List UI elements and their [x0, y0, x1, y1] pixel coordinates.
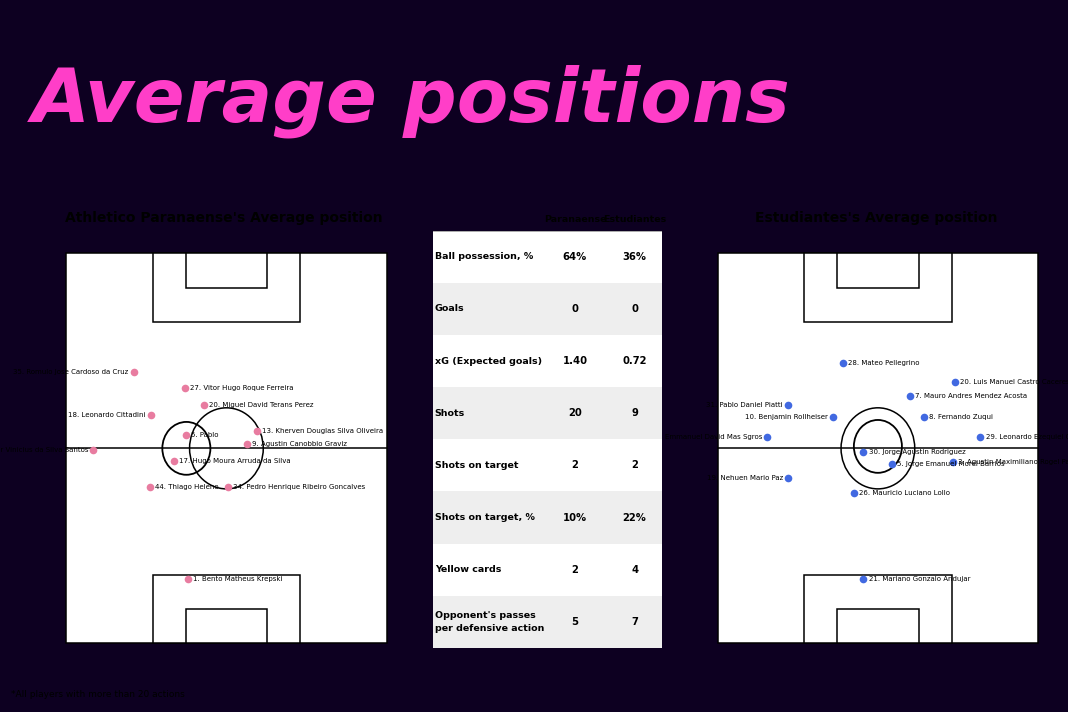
Text: 30. Jorge Agustin Rodriguez: 30. Jorge Agustin Rodriguez — [868, 449, 965, 455]
Text: per defensive action: per defensive action — [435, 624, 545, 632]
Text: 29. Leonardo Ezequiel Godoy: 29. Leonardo Ezequiel Godoy — [986, 434, 1068, 439]
Bar — [718, 253, 1038, 644]
Text: Estudiantes's Average position: Estudiantes's Average position — [754, 211, 998, 225]
Text: 18. Leonardo Cittadini: 18. Leonardo Cittadini — [68, 412, 146, 418]
Text: 26. Mauricio Luciano Lollo: 26. Mauricio Luciano Lollo — [859, 490, 951, 496]
Text: 7. Mauro Andres Mendez Acosta: 7. Mauro Andres Mendez Acosta — [915, 393, 1027, 399]
Text: 1.40: 1.40 — [563, 356, 587, 366]
Text: 9: 9 — [631, 408, 638, 418]
Text: 1. Bento Matheus Krepski: 1. Bento Matheus Krepski — [193, 576, 283, 582]
Bar — [433, 335, 662, 387]
Text: Ball possession, %: Ball possession, % — [435, 252, 533, 261]
Text: 6. Emmanuel David Mas Sgros: 6. Emmanuel David Mas Sgros — [656, 434, 763, 439]
Bar — [433, 387, 662, 439]
Bar — [433, 439, 662, 491]
Text: 36%: 36% — [623, 252, 646, 262]
Text: Paranaense: Paranaense — [544, 215, 607, 224]
Text: 0.72: 0.72 — [623, 356, 647, 366]
Text: 5. Pablo: 5. Pablo — [191, 431, 219, 438]
Bar — [186, 253, 267, 288]
Text: Shots on target, %: Shots on target, % — [435, 513, 535, 522]
Text: Estudiantes: Estudiantes — [603, 215, 666, 224]
Text: 10%: 10% — [563, 513, 587, 523]
Text: Athletico Paranaense's Average position: Athletico Paranaense's Average position — [65, 211, 383, 225]
Bar — [804, 253, 952, 322]
Text: *All players with more than 20 actions: *All players with more than 20 actions — [11, 690, 185, 699]
Bar — [837, 609, 918, 644]
Bar — [153, 575, 300, 644]
Bar — [837, 253, 918, 288]
Text: 44. Thiago Heleno: 44. Thiago Heleno — [155, 484, 218, 491]
Bar — [433, 596, 662, 648]
Text: 64%: 64% — [563, 252, 587, 262]
Text: 3. Agustin Maximiliano Rogel Paita: 3. Agustin Maximiliano Rogel Paita — [958, 459, 1068, 465]
Text: 16. Abner Vinicius da Silva Santos: 16. Abner Vinicius da Silva Santos — [0, 447, 89, 454]
Text: 17. Hugo Moura Arruda da Silva: 17. Hugo Moura Arruda da Silva — [178, 458, 290, 464]
Text: 20: 20 — [568, 408, 582, 418]
Text: 5: 5 — [571, 617, 579, 627]
Text: 2: 2 — [571, 565, 579, 575]
Bar — [186, 609, 267, 644]
Text: 28. Mateo Pellegrino: 28. Mateo Pellegrino — [848, 360, 920, 365]
Text: 9. Agustin Canobbio Graviz: 9. Agustin Canobbio Graviz — [252, 441, 347, 447]
Bar — [433, 231, 662, 283]
Text: 0: 0 — [571, 304, 579, 314]
Text: 13. Kherven Douglas Silva Oliveira: 13. Kherven Douglas Silva Oliveira — [262, 428, 383, 434]
Text: 7: 7 — [631, 617, 638, 627]
Text: 19. Nehuen Mario Paz: 19. Nehuen Mario Paz — [707, 475, 783, 481]
Bar — [66, 253, 387, 644]
Text: 4: 4 — [631, 565, 639, 575]
Text: Goals: Goals — [435, 305, 465, 313]
Text: Shots on target: Shots on target — [435, 461, 518, 470]
Bar — [433, 544, 662, 596]
Text: Yellow cards: Yellow cards — [435, 565, 501, 574]
Bar — [153, 253, 300, 322]
Text: 34. Pedro Henrique Ribeiro Goncalves: 34. Pedro Henrique Ribeiro Goncalves — [233, 484, 365, 491]
Text: 35. Romulo Jose Cardoso da Cruz: 35. Romulo Jose Cardoso da Cruz — [13, 370, 128, 375]
Text: 20. Miguel David Terans Perez: 20. Miguel David Terans Perez — [209, 402, 314, 409]
Text: Opponent's passes: Opponent's passes — [435, 611, 535, 620]
Text: 8. Fernando Zuqui: 8. Fernando Zuqui — [929, 414, 993, 420]
Text: 2: 2 — [571, 461, 579, 471]
Text: 10. Benjamin Rollheiser: 10. Benjamin Rollheiser — [745, 414, 828, 420]
Text: xG (Expected goals): xG (Expected goals) — [435, 357, 541, 366]
Text: Average positions: Average positions — [32, 64, 790, 138]
Text: Shots: Shots — [435, 409, 465, 418]
Text: 22%: 22% — [623, 513, 646, 523]
Text: 27. Vitor Hugo Roque Ferreira: 27. Vitor Hugo Roque Ferreira — [190, 385, 294, 391]
Bar — [804, 575, 952, 644]
Bar — [433, 491, 662, 544]
Text: 20. Luis Manuel Castro Caceres: 20. Luis Manuel Castro Caceres — [960, 379, 1068, 385]
Text: 31. Pablo Daniel Piatti: 31. Pablo Daniel Piatti — [706, 402, 783, 409]
Text: 2: 2 — [631, 461, 638, 471]
Text: 21. Mariano Gonzalo Andujar: 21. Mariano Gonzalo Andujar — [868, 576, 970, 582]
Text: 5. Jorge Emanuel Morel Barrios: 5. Jorge Emanuel Morel Barrios — [897, 461, 1005, 467]
Bar — [433, 283, 662, 335]
Text: 0: 0 — [631, 304, 638, 314]
